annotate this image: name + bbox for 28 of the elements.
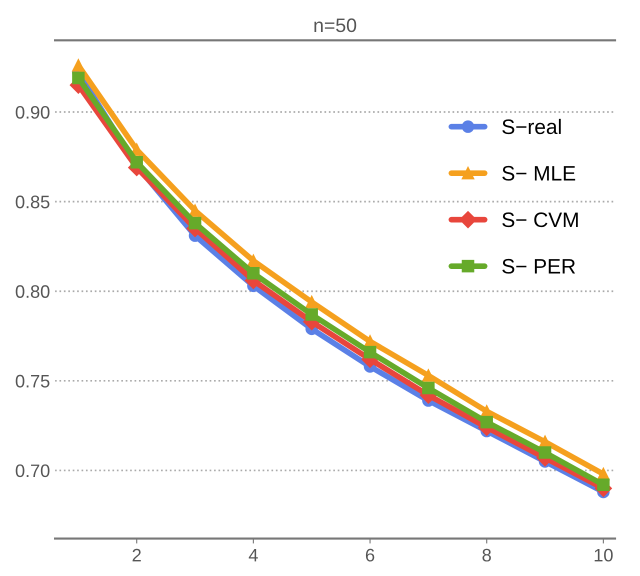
point (305, 296, 318, 308)
point (422, 382, 435, 394)
point (72, 59, 85, 72)
point (130, 156, 143, 168)
y-tick-label: 0.90 (16, 106, 50, 119)
legend-label: S− PER (502, 258, 576, 274)
y-tick-label: 0.70 (16, 464, 50, 478)
x-tick-label: 6 (366, 548, 374, 562)
y-tick-label: 0.85 (16, 196, 50, 208)
point (188, 216, 202, 230)
point (538, 446, 552, 459)
x-tick-label: 10 (594, 548, 613, 562)
chart-title: n=50 (314, 18, 356, 32)
legend-label: S− CVM (502, 212, 578, 228)
legend-label: S−real (502, 118, 561, 134)
legend-label: S− MLE (502, 166, 576, 181)
point (305, 308, 318, 321)
x-tick-label: 2 (132, 548, 141, 562)
point (480, 416, 493, 428)
point (422, 369, 435, 382)
x-tick-label: 4 (248, 548, 258, 562)
point (72, 72, 85, 84)
x-tick-label: 8 (482, 548, 491, 562)
point (597, 478, 610, 492)
y-tick-label: 0.75 (16, 374, 50, 388)
point (364, 346, 376, 358)
point (247, 267, 260, 280)
y-tick-label: 0.80 (16, 285, 50, 298)
